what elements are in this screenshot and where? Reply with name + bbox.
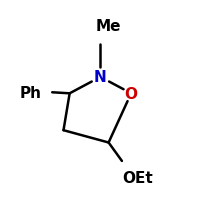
Text: OEt: OEt: [122, 170, 153, 185]
Text: Ph: Ph: [20, 85, 42, 100]
Text: N: N: [94, 70, 107, 85]
Text: O: O: [125, 86, 138, 101]
Text: Me: Me: [96, 19, 121, 34]
